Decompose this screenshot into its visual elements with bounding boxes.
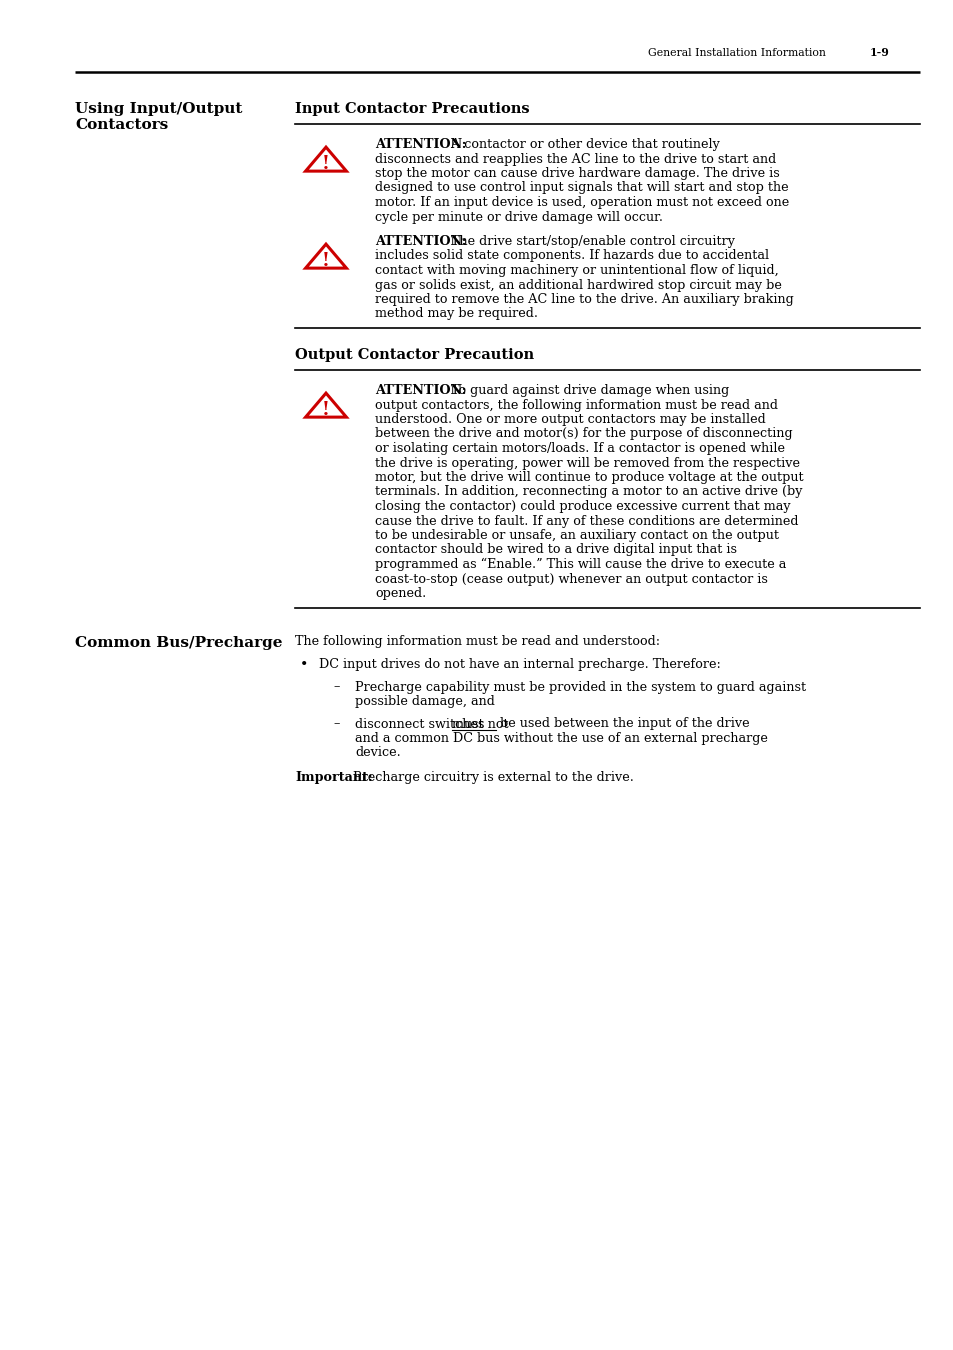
Text: disconnects and reapplies the AC line to the drive to start and: disconnects and reapplies the AC line to… [375,153,776,166]
Text: gas or solids exist, an additional hardwired stop circuit may be: gas or solids exist, an additional hardw… [375,278,781,292]
Text: opened.: opened. [375,587,426,599]
Text: General Installation Information: General Installation Information [647,49,825,58]
Text: coast-to-stop (cease output) whenever an output contactor is: coast-to-stop (cease output) whenever an… [375,572,767,586]
Text: Important:: Important: [294,771,373,784]
Text: cause the drive to fault. If any of these conditions are determined: cause the drive to fault. If any of thes… [375,514,798,528]
Text: designed to use control input signals that will start and stop the: designed to use control input signals th… [375,181,788,194]
Text: !: ! [322,401,330,420]
Text: must not: must not [452,717,508,730]
Polygon shape [305,147,346,171]
Text: output contactors, the following information must be read and: output contactors, the following informa… [375,398,778,412]
Text: !: ! [322,252,330,270]
Text: between the drive and motor(s) for the purpose of disconnecting: between the drive and motor(s) for the p… [375,428,792,440]
Text: and a common DC bus without the use of an external precharge: and a common DC bus without the use of a… [355,732,767,745]
Text: •: • [299,657,308,672]
Text: required to remove the AC line to the drive. An auxiliary braking: required to remove the AC line to the dr… [375,293,793,306]
Polygon shape [305,244,346,269]
Text: or isolating certain motors/loads. If a contactor is opened while: or isolating certain motors/loads. If a … [375,441,784,455]
Text: programmed as “Enable.” This will cause the drive to execute a: programmed as “Enable.” This will cause … [375,558,785,571]
Text: device.: device. [355,747,400,760]
Text: Precharge capability must be provided in the system to guard against: Precharge capability must be provided in… [355,680,805,694]
Text: includes solid state components. If hazards due to accidental: includes solid state components. If haza… [375,250,768,262]
Text: –: – [333,717,339,730]
Text: stop the motor can cause drive hardware damage. The drive is: stop the motor can cause drive hardware … [375,167,779,180]
Text: Input Contactor Precautions: Input Contactor Precautions [294,103,529,116]
Text: Common Bus/Precharge: Common Bus/Precharge [75,636,282,649]
Text: possible damage, and: possible damage, and [355,695,495,707]
Text: A contactor or other device that routinely: A contactor or other device that routine… [447,138,720,151]
Text: understood. One or more output contactors may be installed: understood. One or more output contactor… [375,413,765,427]
Text: Output Contactor Precaution: Output Contactor Precaution [294,348,534,362]
Text: closing the contactor) could produce excessive current that may: closing the contactor) could produce exc… [375,500,790,513]
Text: ATTENTION:: ATTENTION: [375,383,466,397]
Text: contactor should be wired to a drive digital input that is: contactor should be wired to a drive dig… [375,544,737,556]
Text: Using Input/Output: Using Input/Output [75,103,242,116]
Text: DC input drives do not have an internal precharge. Therefore:: DC input drives do not have an internal … [318,657,720,671]
Text: method may be required.: method may be required. [375,308,537,320]
Text: the drive is operating, power will be removed from the respective: the drive is operating, power will be re… [375,456,800,470]
Polygon shape [305,393,346,417]
Text: The following information must be read and understood:: The following information must be read a… [294,636,659,648]
Text: –: – [333,680,339,694]
Text: Contactors: Contactors [75,117,168,132]
Text: !: ! [322,155,330,173]
Text: cycle per minute or drive damage will occur.: cycle per minute or drive damage will oc… [375,211,662,224]
Text: Precharge circuitry is external to the drive.: Precharge circuitry is external to the d… [353,771,633,784]
Text: To guard against drive damage when using: To guard against drive damage when using [447,383,728,397]
Text: motor. If an input device is used, operation must not exceed one: motor. If an input device is used, opera… [375,196,788,209]
Text: to be undesirable or unsafe, an auxiliary contact on the output: to be undesirable or unsafe, an auxiliar… [375,529,779,541]
Text: The drive start/stop/enable control circuitry: The drive start/stop/enable control circ… [447,235,734,248]
Text: motor, but the drive will continue to produce voltage at the output: motor, but the drive will continue to pr… [375,471,802,485]
Text: terminals. In addition, reconnecting a motor to an active drive (by: terminals. In addition, reconnecting a m… [375,486,801,498]
Text: ATTENTION:: ATTENTION: [375,138,466,151]
Text: disconnect switches: disconnect switches [355,717,488,730]
Text: ATTENTION:: ATTENTION: [375,235,466,248]
Text: contact with moving machinery or unintentional flow of liquid,: contact with moving machinery or uninten… [375,265,778,277]
Text: 1-9: 1-9 [869,47,889,58]
Text: be used between the input of the drive: be used between the input of the drive [496,717,749,730]
